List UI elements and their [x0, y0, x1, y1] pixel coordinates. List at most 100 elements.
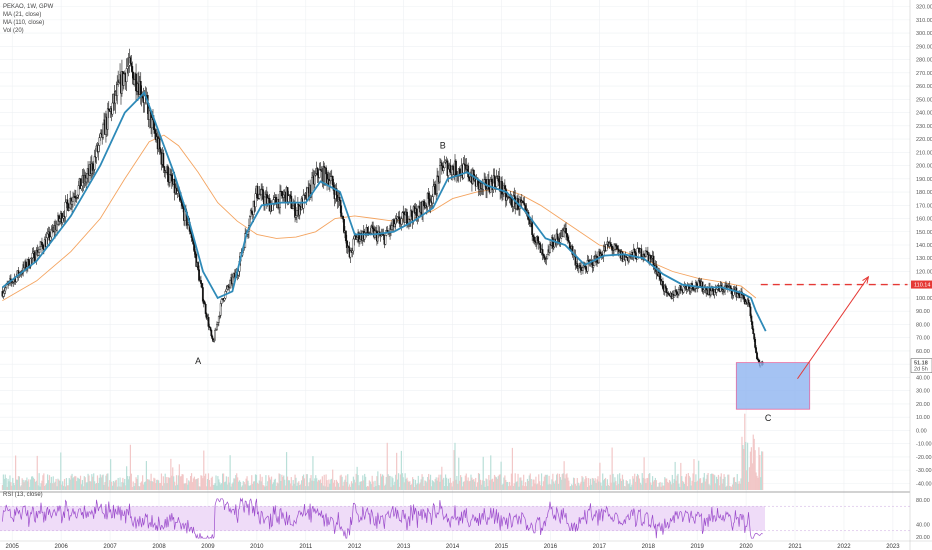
- candle-body: [423, 201, 425, 207]
- volume-bar: [569, 486, 571, 490]
- volume-bar: [52, 476, 54, 490]
- volume-bar: [554, 483, 556, 490]
- volume-bar: [626, 480, 628, 490]
- volume-bar: [739, 483, 741, 490]
- volume-bar: [538, 474, 540, 490]
- x-tick-label: 2012: [348, 544, 362, 550]
- current-price-badge: [910, 358, 932, 373]
- volume-bar: [202, 478, 204, 490]
- volume-bar: [272, 482, 275, 490]
- candle-body: [46, 233, 49, 238]
- candle-body: [158, 138, 161, 149]
- volume-bar: [668, 479, 671, 490]
- candle-body: [250, 210, 253, 214]
- volume-bar: [482, 456, 484, 490]
- volume-bar: [481, 480, 483, 490]
- candle-body: [532, 234, 534, 237]
- ma110-legend[interactable]: MA (110, close): [3, 20, 45, 26]
- volume-bar: [206, 478, 209, 490]
- volume-bar: [693, 459, 695, 490]
- volume-bar: [605, 485, 608, 490]
- volume-bar: [588, 478, 590, 490]
- volume-bar: [697, 480, 699, 490]
- volume-bar: [2, 474, 4, 490]
- volume-bar: [334, 486, 337, 490]
- volume-bar: [494, 476, 497, 490]
- ma21-legend[interactable]: MA (21, close): [3, 12, 42, 18]
- volume-bar: [527, 481, 529, 490]
- volume-bar: [603, 480, 605, 490]
- candle-body: [68, 207, 71, 212]
- volume-bar: [30, 479, 32, 490]
- volume-bar: [558, 473, 561, 490]
- volume-bar: [247, 480, 249, 490]
- volume-bar: [152, 481, 154, 490]
- candle-body: [552, 246, 555, 249]
- candle-body: [749, 306, 752, 317]
- volume-bar: [399, 474, 402, 490]
- volume-bar: [228, 482, 230, 490]
- volume-bar: [134, 483, 136, 490]
- bar-countdown: 2d 5h: [914, 367, 928, 373]
- volume-bar: [187, 484, 189, 490]
- candle-body: [523, 203, 526, 206]
- symbol-title[interactable]: PEKAO, 1W, GPW: [3, 4, 54, 10]
- volume-bar: [150, 473, 152, 490]
- volume-bar: [411, 484, 413, 490]
- volume-bar: [447, 478, 450, 490]
- volume-bar: [362, 475, 364, 490]
- volume-bar: [568, 480, 570, 490]
- volume-bar: [386, 442, 388, 490]
- y-tick-label: 70.00: [916, 336, 930, 342]
- price-axis[interactable]: 320.00 310.00 300.00 290.00 280.00 270.00 260.…: [910, 5, 932, 488]
- volume-legend[interactable]: Vol (20): [3, 28, 24, 34]
- candle-body: [605, 244, 608, 251]
- volume-bar: [384, 484, 386, 490]
- volume-bar: [356, 466, 358, 490]
- candle-body: [431, 196, 434, 204]
- candle-body: [398, 216, 401, 224]
- volume-bar: [631, 484, 633, 490]
- volume-bar: [222, 473, 224, 490]
- volume-bar: [117, 477, 119, 490]
- volume-bar: [342, 485, 344, 490]
- time-axis[interactable]: 2005 2006 2007 2008 2009 2010 2011 2012 2013 2014…: [6, 544, 901, 550]
- volume-bar: [34, 481, 36, 490]
- candle-body: [38, 249, 41, 253]
- candle-body: [98, 137, 101, 146]
- rsi-tick-label: 20.00: [916, 535, 930, 541]
- volume-bar: [639, 482, 641, 490]
- volume-bar: [324, 486, 326, 490]
- volume-bar: [382, 475, 385, 490]
- volume-bar: [562, 473, 564, 490]
- candle-body: [2, 292, 5, 297]
- volume-bar: [719, 476, 721, 490]
- volume-bar: [603, 478, 606, 490]
- volume-bar: [409, 481, 411, 490]
- volume-bar: [581, 475, 583, 490]
- volume-bar: [504, 475, 506, 490]
- candle-body: [71, 201, 73, 205]
- candle-body: [515, 203, 518, 210]
- volume-bar: [593, 480, 595, 490]
- volume-bar: [216, 485, 218, 490]
- volume-bar: [301, 480, 303, 490]
- rsi-legend[interactable]: RSI (13, close): [3, 492, 43, 498]
- x-tick-label: 2005: [6, 544, 20, 550]
- volume-bar: [393, 485, 395, 490]
- volume-bar: [115, 479, 117, 490]
- volume-bar: [390, 486, 392, 490]
- volume-bar: [691, 480, 693, 490]
- volume-bar: [161, 485, 163, 490]
- volume-bar: [713, 474, 715, 490]
- volume-bar: [113, 482, 116, 490]
- y-tick-label: 220.00: [916, 137, 932, 143]
- volume-bar: [671, 474, 673, 490]
- volume-bar: [304, 486, 307, 490]
- volume-bar: [329, 483, 331, 490]
- volume-bar: [286, 476, 289, 490]
- volume-bar: [736, 474, 738, 490]
- candle-body: [282, 194, 285, 198]
- volume-bar: [748, 467, 751, 490]
